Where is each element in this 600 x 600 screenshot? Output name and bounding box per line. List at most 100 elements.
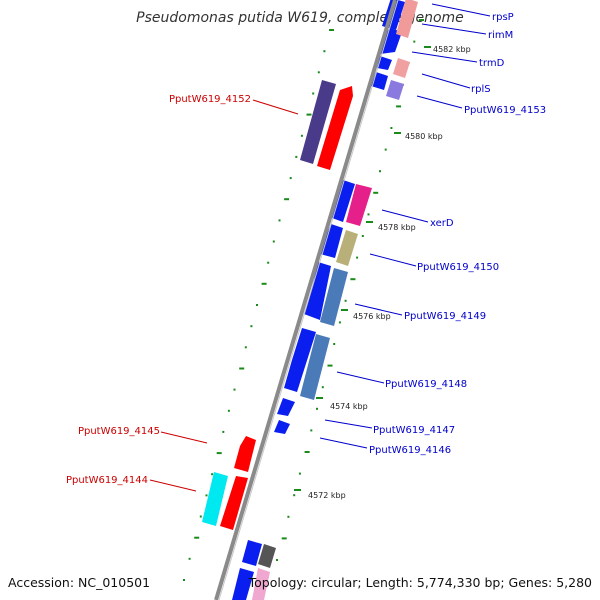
gene-block-rpsP (396, 0, 418, 38)
kbp-tick-4574 (316, 397, 323, 399)
gene-arrow-4144a[interactable] (202, 472, 228, 526)
leader-4146 (319, 437, 368, 449)
kbp-label-4582: 4582 kbp (433, 45, 471, 54)
gene-arrow-4150[interactable] (320, 224, 343, 258)
inner-tick-mark (361, 235, 364, 237)
inner-tick-mark (356, 256, 359, 259)
gene-arrow-4149[interactable] (304, 262, 331, 320)
gene-label-4153[interactable]: PputW619_4153 (464, 105, 546, 116)
inner-tick-mark (384, 148, 387, 151)
gene-label-rplS[interactable]: rplS (471, 84, 491, 95)
kbp-tick-4580 (394, 132, 401, 134)
outer-tick-mark (284, 198, 290, 201)
accession-text: Accession: NC_010501 (8, 575, 150, 590)
inner-tick-mark (293, 494, 296, 497)
reverse-gene-labels: rpsP rimM trmD rplS PputW619_4153 xerD P… (369, 12, 546, 456)
leader-4145 (160, 431, 208, 444)
inner-tick-mark (350, 278, 356, 281)
gene-arrow-4145[interactable] (234, 436, 256, 472)
gene-label-xerD[interactable]: xerD (430, 218, 454, 229)
kbp-tick-4582 (424, 46, 431, 48)
gene-arrow-xerD[interactable] (332, 180, 355, 222)
outer-tick-mark (306, 113, 312, 116)
outer-tick-mark (233, 388, 236, 391)
leader-rpsP (431, 3, 491, 17)
inner-tick-mark (327, 364, 333, 367)
forward-label-leaders (149, 99, 299, 492)
reverse-label-leaders (319, 3, 491, 449)
inner-tick-mark (316, 407, 318, 410)
outer-tick-mark (244, 346, 247, 349)
kbp-label-4572: 4572 kbp (308, 491, 346, 500)
outer-tick-mark (295, 155, 298, 158)
inner-tick-mark (298, 472, 301, 475)
inner-tick-mark (373, 191, 379, 194)
gene-label-4145[interactable]: PputW619_4145 (78, 426, 160, 437)
outer-tick-mark (250, 325, 253, 328)
gene-label-4144[interactable]: PputW619_4144 (66, 475, 148, 486)
outer-tick-mark (205, 494, 208, 497)
outer-tick-mark (317, 71, 320, 74)
leader-4150 (369, 253, 417, 267)
kbp-scale: 4582 kbp 4580 kbp 4578 kbp 4576 kbp 4574… (294, 45, 471, 500)
leader-4149 (354, 303, 403, 316)
gene-arrow-4146[interactable] (274, 420, 290, 434)
gene-block-4148 (300, 334, 330, 400)
inner-tick-mark (413, 40, 416, 43)
topology-text: Topology: circular; Length: 5,774,330 bp… (248, 575, 592, 590)
gene-arrow-4148[interactable] (284, 328, 316, 392)
gene-label-rimM[interactable]: rimM (488, 30, 513, 41)
kbp-label-4576: 4576 kbp (353, 312, 391, 321)
leader-rimM (421, 23, 487, 35)
gene-label-rpsP[interactable]: rpsP (492, 12, 514, 23)
outer-tick-mark (239, 367, 245, 370)
gene-block-4153 (386, 80, 404, 100)
outer-tick-mark (216, 452, 222, 455)
outer-tick-mark (329, 29, 334, 31)
outer-tick-track (183, 29, 334, 581)
outer-tick-mark (289, 177, 292, 180)
gene-arrow-4152a[interactable] (300, 80, 336, 164)
inner-tick-track (276, 19, 424, 561)
inner-tick-mark (338, 321, 341, 324)
gene-arrow-4147[interactable] (277, 398, 295, 416)
outer-tick-mark (267, 261, 270, 264)
leader-4153 (416, 95, 463, 109)
outer-tick-mark (227, 409, 230, 412)
gene-arrow-lower-2[interactable] (232, 568, 254, 600)
gene-block-lower-grey (258, 544, 276, 568)
outer-tick-mark (199, 515, 202, 518)
genome-backbone (214, 0, 397, 600)
outer-tick-mark (278, 219, 281, 222)
gene-label-4146[interactable]: PputW619_4146 (369, 445, 451, 456)
gene-label-4150[interactable]: PputW619_4150 (417, 262, 499, 273)
gene-label-4148[interactable]: PputW619_4148 (385, 379, 467, 390)
kbp-label-4578: 4578 kbp (378, 223, 416, 232)
outer-tick-mark (211, 473, 214, 476)
inner-tick-mark (321, 386, 324, 389)
gene-label-4152[interactable]: PputW619_4152 (169, 94, 251, 105)
inner-tick-mark (281, 537, 287, 540)
reverse-strand-genes (232, 0, 405, 600)
inner-tick-mark (310, 429, 313, 432)
kbp-label-4580: 4580 kbp (405, 132, 443, 141)
map-title: Pseudomonas putida W619, complete genome (136, 10, 464, 26)
outer-tick-mark (323, 50, 326, 53)
genome-backbone-highlight (218, 0, 399, 600)
gene-label-4147[interactable]: PputW619_4147 (373, 425, 455, 436)
inner-tick-mark (304, 451, 310, 453)
gene-label-4149[interactable]: PputW619_4149 (404, 311, 486, 322)
kbp-tick-4578 (366, 221, 373, 223)
inner-tick-mark (287, 515, 290, 518)
gene-arrow-4152b[interactable] (317, 86, 353, 170)
leader-4144 (149, 479, 197, 492)
outer-tick-mark (300, 134, 303, 137)
inner-tick-mark (396, 105, 402, 108)
kbp-tick-4572 (294, 489, 301, 491)
gene-label-trmD[interactable]: trmD (479, 58, 505, 69)
kbp-tick-4576 (341, 309, 348, 311)
gene-arrow-lower-1[interactable] (242, 540, 262, 566)
leader-trmD (411, 51, 478, 63)
gene-arrow-4144b[interactable] (220, 476, 248, 530)
